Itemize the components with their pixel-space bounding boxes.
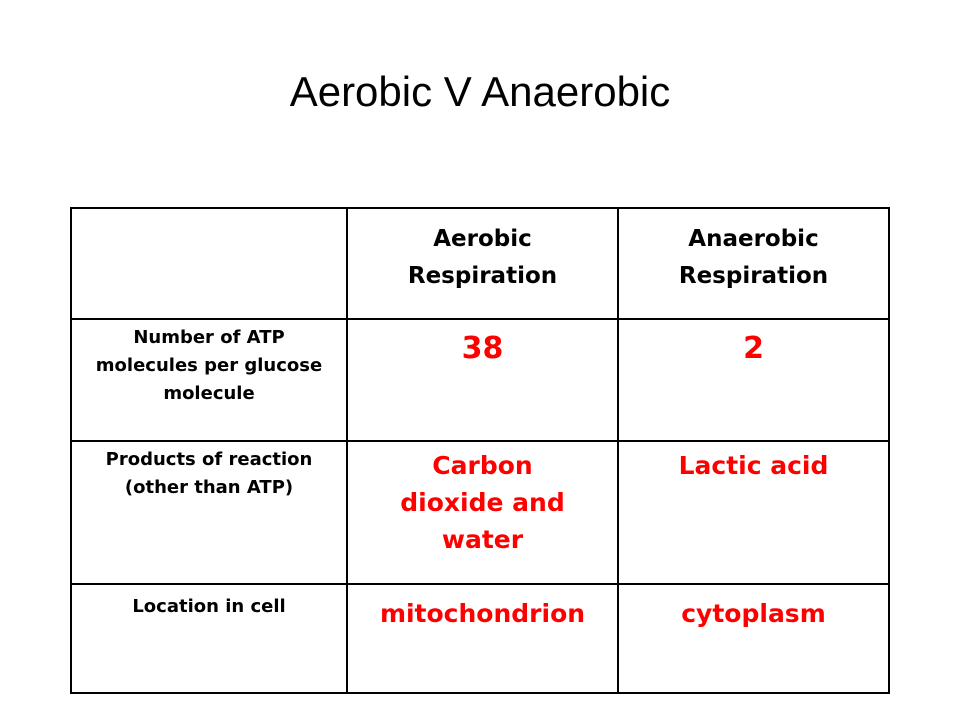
table-row: Products of reaction (other than ATP) Ca… [70, 440, 890, 585]
cell-value: 2 [617, 318, 890, 442]
row-label: Location in cell [70, 583, 348, 694]
column-header: Anaerobic Respiration [617, 207, 890, 320]
cell-value: Carbon dioxide and water [346, 440, 619, 585]
row-label: Number of ATP molecules per glucose mole… [70, 318, 348, 442]
column-header: Aerobic Respiration [346, 207, 619, 320]
cell-value: Lactic acid [617, 440, 890, 585]
cell-value: mitochondrion [346, 583, 619, 694]
slide-title: Aerobic V Anaerobic [289, 68, 671, 115]
comparison-table: Aerobic Respiration Anaerobic Respiratio… [70, 207, 890, 694]
cell-value: 38 [346, 318, 619, 442]
table-row: Number of ATP molecules per glucose mole… [70, 318, 890, 442]
row-label: Products of reaction (other than ATP) [70, 440, 348, 585]
corner-cell [70, 207, 348, 320]
header-row: Aerobic Respiration Anaerobic Respiratio… [70, 207, 890, 320]
table-row: Location in cell mitochondrion cytoplasm [70, 583, 890, 694]
cell-value: cytoplasm [617, 583, 890, 694]
